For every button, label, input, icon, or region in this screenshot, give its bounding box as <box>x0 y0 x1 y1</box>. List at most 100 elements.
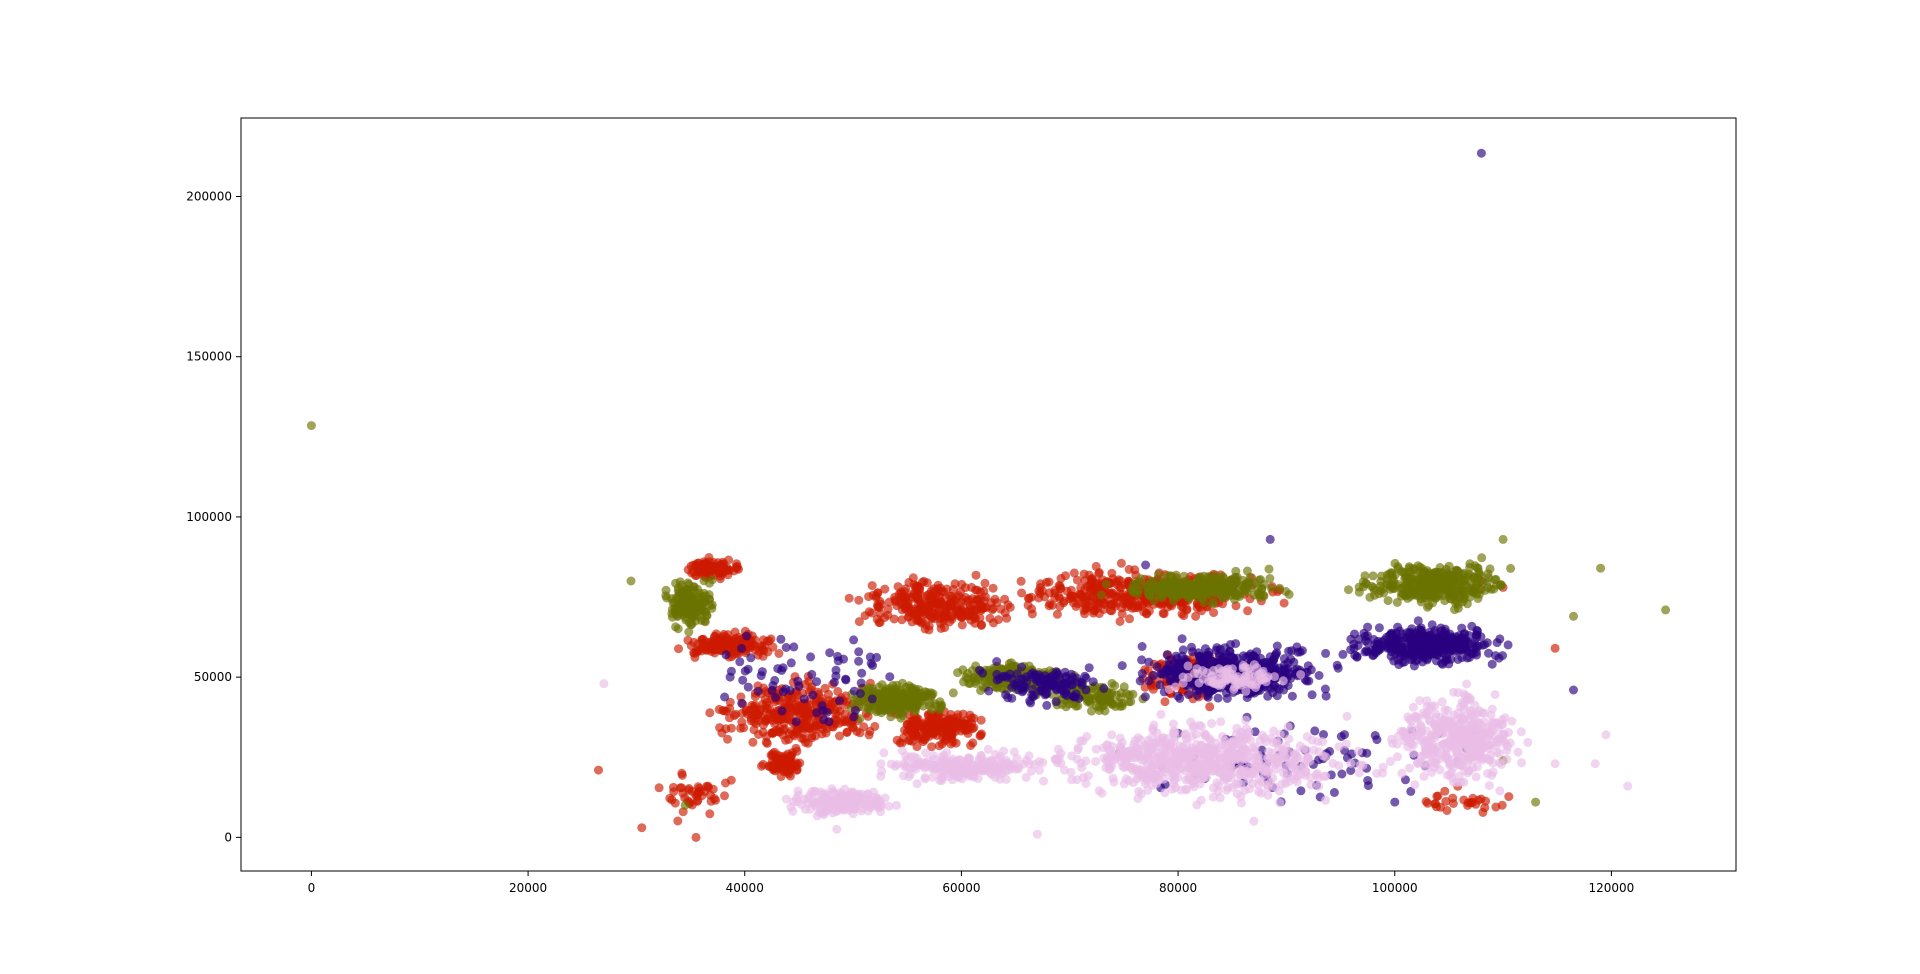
data-point <box>1480 803 1490 813</box>
data-point <box>806 652 816 662</box>
data-point <box>1211 570 1221 580</box>
data-point <box>1144 676 1154 686</box>
data-point <box>785 686 795 695</box>
data-point <box>1360 571 1370 581</box>
data-point <box>1363 622 1373 632</box>
data-point <box>846 804 856 813</box>
data-point <box>988 583 998 593</box>
data-point <box>1053 744 1063 754</box>
data-point <box>1321 648 1331 658</box>
data-point <box>976 751 986 761</box>
data-point <box>805 804 815 814</box>
data-point <box>969 723 979 733</box>
data-point <box>1060 689 1069 699</box>
data-point <box>684 627 694 637</box>
data-point <box>1088 608 1098 618</box>
data-point <box>1569 685 1578 695</box>
data-point <box>953 761 963 771</box>
data-point <box>1395 626 1405 636</box>
data-point <box>1350 650 1360 660</box>
data-point <box>920 763 930 773</box>
data-point <box>992 598 1002 608</box>
data-point <box>702 641 712 651</box>
data-point <box>868 684 877 694</box>
data-point <box>730 627 740 637</box>
data-point <box>763 647 773 657</box>
data-point <box>924 720 934 730</box>
data-point <box>1157 591 1167 601</box>
data-point <box>925 701 934 710</box>
data-point <box>726 723 736 733</box>
data-point <box>855 689 865 698</box>
data-point <box>1007 693 1017 703</box>
data-point <box>884 801 894 811</box>
data-point <box>931 712 941 722</box>
data-point <box>896 686 906 696</box>
data-point <box>876 759 886 769</box>
data-point <box>707 600 717 610</box>
data-point <box>1569 611 1578 621</box>
data-point <box>1111 592 1121 602</box>
data-points <box>306 148 1671 842</box>
data-point <box>926 688 936 698</box>
data-point <box>1368 571 1378 581</box>
data-point <box>930 614 939 624</box>
data-point <box>1468 586 1478 596</box>
data-point <box>854 647 864 657</box>
data-point <box>788 806 798 816</box>
data-point <box>1207 599 1217 609</box>
data-point <box>1245 572 1255 582</box>
data-point <box>780 761 790 771</box>
data-point <box>1369 585 1379 595</box>
data-point <box>677 580 686 590</box>
data-point <box>817 808 827 818</box>
data-point <box>1143 580 1152 590</box>
data-point <box>1084 570 1094 580</box>
data-point <box>749 702 759 712</box>
data-point <box>1433 635 1443 644</box>
data-point <box>725 713 734 723</box>
data-point <box>1205 702 1215 712</box>
data-point <box>920 774 930 784</box>
data-point <box>1504 792 1514 802</box>
data-point <box>761 707 771 717</box>
data-point <box>870 721 880 731</box>
data-point <box>897 746 907 756</box>
data-point <box>714 645 724 655</box>
data-point <box>693 789 703 799</box>
data-point <box>1122 689 1131 699</box>
data-point <box>1386 628 1396 638</box>
data-point <box>921 619 931 629</box>
data-point <box>1435 643 1445 652</box>
data-point <box>908 589 918 599</box>
data-point <box>720 791 729 801</box>
data-point <box>1383 596 1393 606</box>
data-point <box>1372 639 1382 649</box>
data-point <box>1040 690 1050 700</box>
data-point <box>793 760 803 769</box>
data-point <box>1117 661 1127 671</box>
data-point <box>987 764 996 774</box>
data-point <box>813 798 823 808</box>
data-point <box>777 706 787 716</box>
data-point <box>951 738 961 748</box>
data-point <box>707 575 717 585</box>
data-point <box>849 635 859 645</box>
data-point <box>757 761 766 771</box>
data-point <box>1081 592 1091 602</box>
data-point <box>1413 561 1423 571</box>
data-point <box>812 677 822 687</box>
data-point <box>703 781 713 791</box>
data-point <box>753 686 763 696</box>
data-point <box>695 644 705 654</box>
data-point <box>1072 575 1082 585</box>
data-point <box>709 794 719 803</box>
data-point <box>1492 638 1502 648</box>
data-point <box>829 788 839 798</box>
data-point <box>1204 650 1214 660</box>
data-point <box>1156 581 1166 591</box>
data-point <box>742 631 752 641</box>
data-point <box>761 715 771 725</box>
data-point <box>979 586 989 596</box>
data-point <box>1470 561 1480 571</box>
